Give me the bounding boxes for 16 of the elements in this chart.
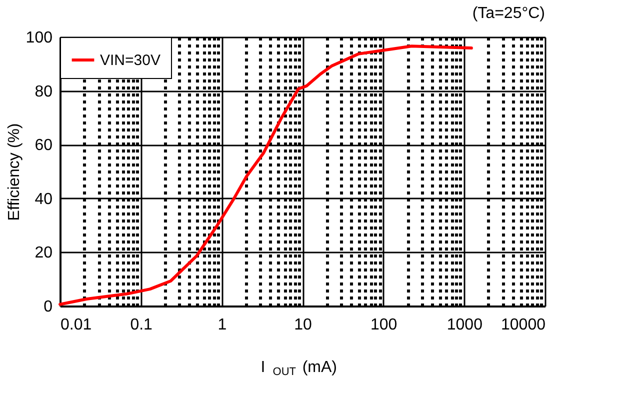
y-tick-label: 100 (26, 30, 53, 46)
x-tick-label: 10 (294, 316, 312, 334)
y-tick-label: 40 (34, 190, 53, 208)
x-tick-label: 1 (218, 316, 227, 334)
y-tick-label: 0 (44, 298, 53, 316)
y-tick-label: 60 (34, 137, 53, 154)
text: (Ta=25°C) (472, 5, 545, 22)
x-tick-label: 0.1 (130, 316, 153, 334)
y-tick-label: 80 (34, 83, 53, 100)
y-tick-label: 20 (34, 244, 53, 262)
x-tick-label: 0.01 (60, 316, 92, 334)
legend-label: VIN=30V (100, 52, 160, 69)
x-tick-label: 1000 (446, 316, 483, 334)
x-tick-label: 100 (370, 316, 398, 334)
x-tick-label: 10000 (501, 316, 546, 334)
y-axis-title: Efficiency (%) (6, 123, 23, 221)
